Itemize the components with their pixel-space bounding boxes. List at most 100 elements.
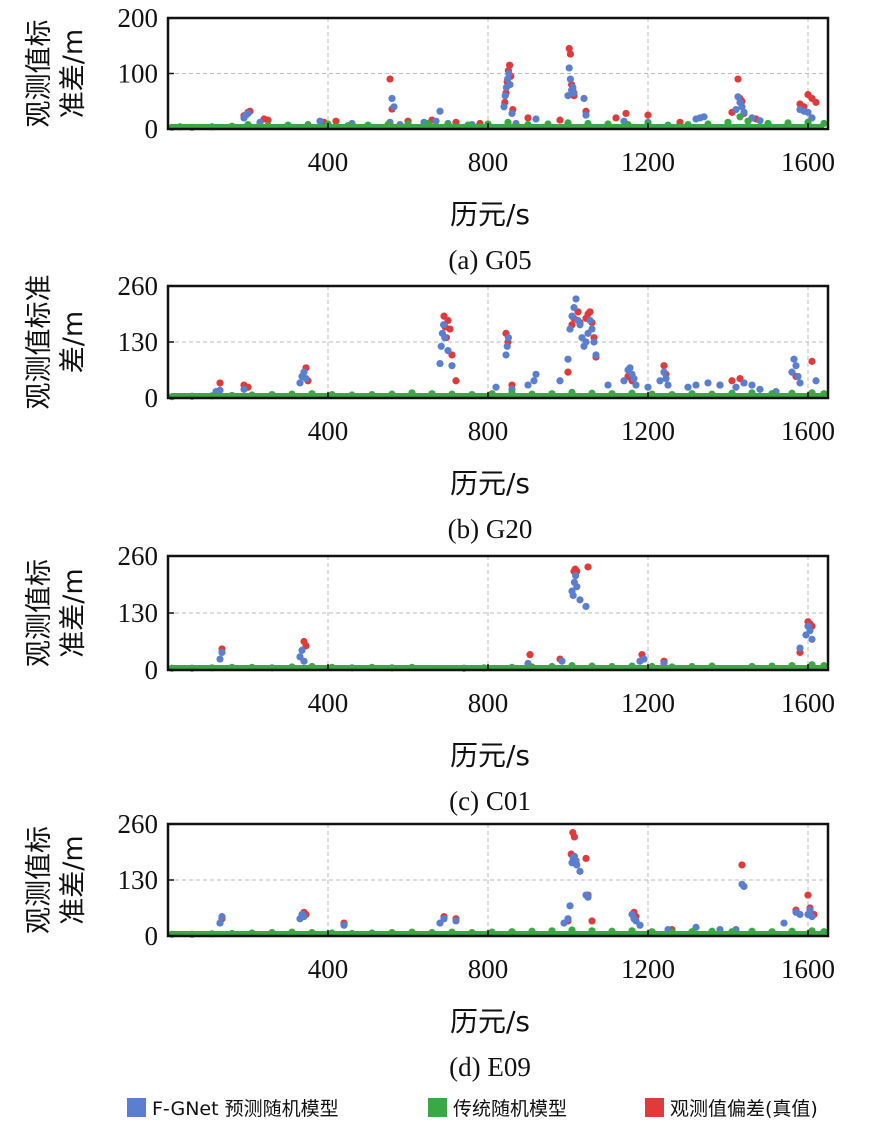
- data-point: [300, 913, 308, 921]
- data-point: [640, 655, 648, 663]
- data-point: [437, 342, 445, 350]
- x-axis-label: 历元/s: [450, 198, 530, 231]
- data-point: [501, 92, 509, 100]
- legend-item-2: 传统随机模型: [428, 1098, 567, 1120]
- data-point: [806, 906, 814, 914]
- data-point: [584, 563, 592, 571]
- data-point: [740, 882, 748, 891]
- panel-caption: (b) G20: [448, 514, 533, 544]
- x-tick-label: 1600: [781, 147, 835, 177]
- series-1: [216, 852, 816, 934]
- x-tick-label: 1600: [781, 688, 835, 718]
- data-point: [300, 368, 308, 376]
- data-point: [572, 572, 580, 580]
- data-point: [302, 375, 310, 383]
- data-point: [300, 657, 308, 665]
- data-point: [620, 377, 628, 385]
- series-3: [240, 44, 820, 128]
- legend-swatch: [127, 1098, 146, 1117]
- x-tick-label: 1200: [621, 416, 675, 446]
- data-point: [700, 113, 708, 121]
- panel-caption: (a) G05: [448, 245, 531, 275]
- data-point: [218, 648, 226, 657]
- x-tick-label: 400: [308, 147, 349, 177]
- data-point: [804, 108, 812, 116]
- legend-swatch: [645, 1098, 664, 1117]
- data-point: [452, 917, 460, 925]
- legend-item-1: F-GNet 预测随机模型: [127, 1098, 339, 1120]
- data-point: [569, 591, 577, 600]
- y-tick-label: 260: [118, 271, 159, 301]
- x-tick-label: 800: [468, 416, 509, 446]
- data-point: [804, 891, 812, 899]
- data-point: [582, 338, 590, 346]
- panel-caption: (d) E09: [449, 1052, 531, 1082]
- data-point: [734, 93, 742, 101]
- panel-caption: (c) C01: [449, 786, 531, 816]
- data-point: [566, 325, 574, 333]
- data-point: [788, 368, 796, 376]
- data-point: [340, 921, 348, 929]
- y-axis-label: 差/m: [58, 311, 89, 373]
- x-tick-label: 800: [468, 954, 509, 984]
- series-1: [176, 64, 816, 131]
- baseline-band: [172, 931, 824, 935]
- data-point: [436, 107, 444, 115]
- data-point: [218, 913, 226, 921]
- series-3: [218, 829, 818, 934]
- data-point: [732, 105, 740, 114]
- data-point: [582, 854, 590, 863]
- data-point: [590, 338, 598, 346]
- legend-swatch: [428, 1098, 447, 1117]
- data-point: [506, 81, 514, 89]
- legend-label: 传统随机模型: [453, 1098, 567, 1120]
- x-tick-label: 1200: [621, 688, 675, 718]
- data-point: [564, 368, 572, 376]
- data-point: [492, 383, 500, 391]
- data-point: [626, 364, 634, 372]
- data-point: [794, 372, 802, 381]
- baseline-band: [172, 665, 824, 669]
- data-point: [244, 109, 252, 118]
- data-point: [316, 117, 324, 125]
- data-point: [622, 109, 630, 118]
- data-point: [216, 386, 224, 394]
- data-point: [738, 861, 746, 869]
- data-point: [796, 644, 804, 652]
- data-point: [630, 375, 638, 383]
- data-point: [632, 381, 640, 389]
- data-point: [644, 383, 652, 391]
- data-point: [452, 377, 460, 385]
- data-point: [570, 833, 579, 841]
- data-point: [740, 379, 748, 387]
- data-point: [441, 334, 449, 342]
- data-point: [576, 321, 584, 329]
- data-point: [660, 368, 668, 376]
- data-point: [332, 117, 340, 125]
- data-point: [532, 370, 540, 378]
- data-point: [564, 915, 572, 923]
- data-point: [436, 359, 444, 368]
- data-point: [216, 919, 224, 927]
- data-point: [644, 111, 652, 119]
- data-point: [592, 351, 600, 359]
- y-tick-label: 0: [145, 114, 159, 144]
- y-tick-label: 130: [118, 598, 159, 628]
- data-point: [573, 861, 581, 869]
- data-point: [526, 651, 534, 659]
- data-point: [582, 602, 590, 611]
- data-point: [588, 325, 596, 333]
- data-point: [446, 325, 454, 333]
- data-point: [780, 919, 788, 927]
- legend-label: 观测值偏差(真值): [670, 1098, 818, 1120]
- data-point: [558, 657, 566, 665]
- data-point: [432, 117, 440, 125]
- data-point: [612, 114, 620, 122]
- chart-panel-3: 0 130 260 400 800 1200 1600 观测值标 准差/m 历元/s (c) C01: [24, 541, 835, 816]
- data-point: [444, 347, 452, 355]
- data-point: [444, 316, 452, 325]
- data-point: [570, 89, 578, 97]
- data-point: [664, 381, 672, 389]
- data-point: [576, 596, 584, 604]
